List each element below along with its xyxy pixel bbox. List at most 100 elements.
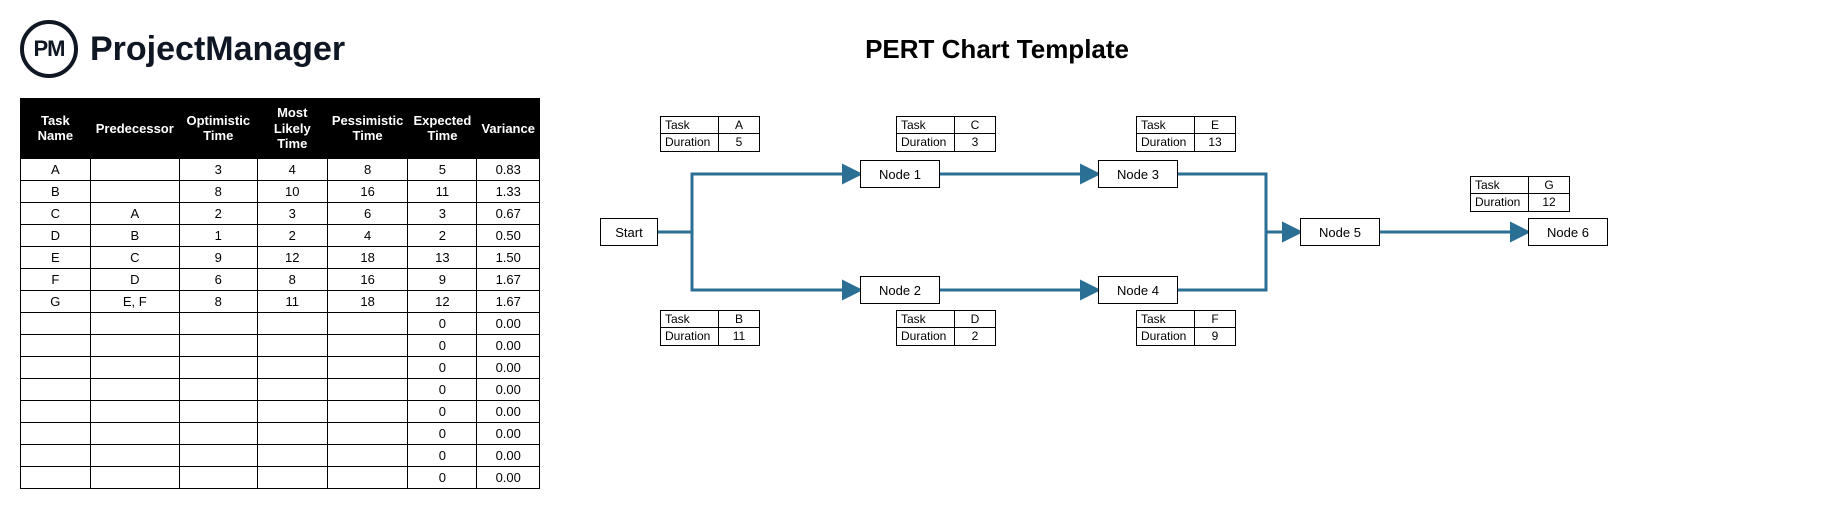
table-cell: 18 <box>327 246 408 268</box>
info-value-duration: 13 <box>1195 134 1235 151</box>
table-cell <box>327 378 408 400</box>
table-row: EC91218131.50 <box>21 246 540 268</box>
table-cell <box>257 312 327 334</box>
logo-badge: PM <box>20 20 78 78</box>
table-cell: 0 <box>408 400 477 422</box>
table-cell <box>90 158 179 180</box>
info-label-task: Task <box>1137 117 1195 133</box>
table-cell: 3 <box>179 158 257 180</box>
task-info-F: TaskFDuration9 <box>1136 310 1236 346</box>
task-info-C: TaskCDuration3 <box>896 116 996 152</box>
table-cell <box>179 312 257 334</box>
table-cell <box>327 400 408 422</box>
table-cell: 6 <box>179 268 257 290</box>
table-cell: 8 <box>327 158 408 180</box>
table-cell: 0.00 <box>477 422 540 444</box>
chart-node-node3: Node 3 <box>1098 160 1178 188</box>
table-cell: 13 <box>408 246 477 268</box>
table-cell <box>21 356 91 378</box>
table-row: 00.00 <box>21 378 540 400</box>
table-cell: A <box>21 158 91 180</box>
table-cell: F <box>21 268 91 290</box>
edge-start-node2 <box>658 232 860 290</box>
table-cell <box>90 400 179 422</box>
table-cell: 0.00 <box>477 400 540 422</box>
table-cell <box>90 312 179 334</box>
info-value-duration: 2 <box>955 328 995 345</box>
table-cell <box>257 334 327 356</box>
info-label-duration: Duration <box>1137 134 1195 151</box>
table-cell: B <box>21 180 91 202</box>
table-cell <box>21 378 91 400</box>
table-cell <box>90 422 179 444</box>
table-row: DB12420.50 <box>21 224 540 246</box>
table-cell: 1 <box>179 224 257 246</box>
info-value-task: B <box>719 311 759 327</box>
info-value-duration: 11 <box>719 328 759 345</box>
table-cell <box>21 466 91 488</box>
table-cell <box>257 444 327 466</box>
info-value-duration: 9 <box>1195 328 1235 345</box>
table-cell: 1.67 <box>477 290 540 312</box>
table-cell: 0.00 <box>477 466 540 488</box>
info-value-task: C <box>955 117 995 133</box>
table-cell: 3 <box>257 202 327 224</box>
chart-node-start: Start <box>600 218 658 246</box>
info-label-task: Task <box>897 117 955 133</box>
info-label-task: Task <box>661 311 719 327</box>
chart-node-node6: Node 6 <box>1528 218 1608 246</box>
info-label-duration: Duration <box>897 328 955 345</box>
edge-start-node1 <box>658 174 860 232</box>
table-cell: 2 <box>408 224 477 246</box>
table-row: FD681691.67 <box>21 268 540 290</box>
table-cell: 9 <box>179 246 257 268</box>
table-cell: 0.00 <box>477 312 540 334</box>
table-cell <box>21 422 91 444</box>
table-cell <box>327 356 408 378</box>
table-cell: 0.00 <box>477 378 540 400</box>
table-cell: G <box>21 290 91 312</box>
table-cell: 0.00 <box>477 444 540 466</box>
table-cell <box>327 466 408 488</box>
page-title: PERT Chart Template <box>865 34 1129 65</box>
info-label-task: Task <box>1137 311 1195 327</box>
info-label-duration: Duration <box>897 134 955 151</box>
table-cell <box>327 444 408 466</box>
table-header: PessimisticTime <box>327 99 408 159</box>
info-value-task: E <box>1195 117 1235 133</box>
table-cell <box>327 334 408 356</box>
table-cell <box>179 466 257 488</box>
table-cell <box>257 356 327 378</box>
table-cell: 0 <box>408 312 477 334</box>
table-cell: 0 <box>408 466 477 488</box>
edge-node4-node5 <box>1178 232 1300 290</box>
table-cell: E <box>21 246 91 268</box>
table-cell: 0 <box>408 444 477 466</box>
table-header: Variance <box>477 99 540 159</box>
info-label-task: Task <box>661 117 719 133</box>
table-header: OptimisticTime <box>179 99 257 159</box>
table-cell: 1.67 <box>477 268 540 290</box>
chart-node-node4: Node 4 <box>1098 276 1178 304</box>
table-cell <box>179 444 257 466</box>
table-cell <box>21 400 91 422</box>
table-header: Predecessor <box>90 99 179 159</box>
table-row: 00.00 <box>21 356 540 378</box>
table-cell: 0.00 <box>477 334 540 356</box>
table-cell: 11 <box>408 180 477 202</box>
table-header: Task Name <box>21 99 91 159</box>
table-cell: 8 <box>179 290 257 312</box>
table-cell: B <box>90 224 179 246</box>
table-cell <box>257 400 327 422</box>
table-cell: 2 <box>179 202 257 224</box>
table-header: ExpectedTime <box>408 99 477 159</box>
table-row: 00.00 <box>21 400 540 422</box>
table-row: A34850.83 <box>21 158 540 180</box>
table-cell: 10 <box>257 180 327 202</box>
info-value-duration: 3 <box>955 134 995 151</box>
info-label-duration: Duration <box>1471 194 1529 211</box>
task-info-E: TaskEDuration13 <box>1136 116 1236 152</box>
table-cell: 18 <box>327 290 408 312</box>
pert-table-container: Task NamePredecessorOptimisticTimeMost L… <box>20 98 540 489</box>
table-cell <box>179 400 257 422</box>
